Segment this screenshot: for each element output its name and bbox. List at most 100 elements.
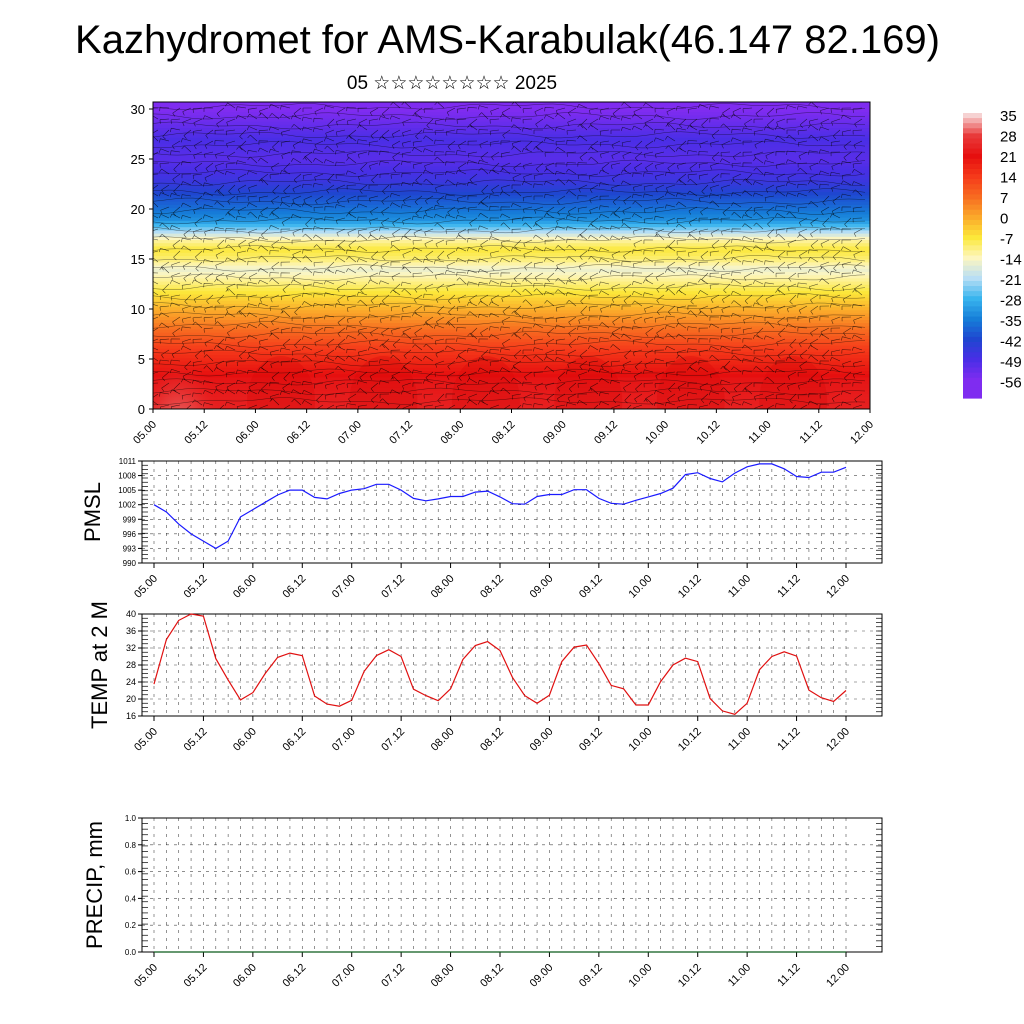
wind-barb bbox=[775, 162, 786, 169]
wind-barb bbox=[533, 183, 544, 188]
wind-barb bbox=[279, 202, 291, 208]
wind-barb bbox=[153, 316, 159, 320]
wind-barb bbox=[346, 403, 357, 408]
wind-barb bbox=[521, 181, 533, 186]
wind-barb bbox=[678, 173, 687, 183]
section-band bbox=[153, 149, 870, 154]
wind-barb bbox=[731, 300, 742, 307]
wind-barb bbox=[819, 333, 830, 340]
wind-barb bbox=[819, 382, 829, 387]
wind-barb bbox=[655, 184, 665, 193]
y-tick-label: 15 bbox=[131, 252, 145, 267]
wind-barb bbox=[653, 401, 665, 406]
colorbar-segment bbox=[963, 118, 982, 124]
wind-barb bbox=[676, 256, 687, 263]
colorbar-label: -35 bbox=[1000, 313, 1022, 330]
wind-barb bbox=[269, 278, 280, 285]
wind-barb bbox=[799, 250, 808, 260]
section-band bbox=[153, 175, 870, 180]
wind-barb bbox=[290, 158, 302, 164]
wind-barb bbox=[819, 404, 830, 409]
wind-barb bbox=[203, 283, 214, 288]
wind-barb bbox=[841, 161, 852, 166]
wind-barb bbox=[843, 140, 852, 150]
wind-barb bbox=[588, 360, 599, 367]
wind-barb bbox=[832, 129, 841, 140]
wind-barb bbox=[655, 371, 665, 380]
wind-barb bbox=[369, 371, 379, 380]
wind-barb bbox=[500, 348, 511, 353]
wind-barb bbox=[699, 228, 709, 236]
wind-barb bbox=[169, 225, 181, 230]
wind-barb bbox=[500, 113, 511, 120]
wind-barb bbox=[435, 239, 445, 248]
section-band bbox=[153, 280, 870, 285]
wind-barb bbox=[181, 245, 192, 252]
wind-barb bbox=[666, 118, 676, 128]
wind-barb bbox=[193, 206, 203, 214]
wind-barb bbox=[294, 338, 302, 349]
wind-barb bbox=[203, 238, 214, 243]
colorbar-segment bbox=[963, 286, 982, 292]
wind-barb bbox=[280, 105, 291, 110]
wind-barb bbox=[283, 162, 291, 173]
wind-barb bbox=[535, 162, 544, 173]
wind-barb bbox=[710, 305, 720, 314]
wind-barb bbox=[456, 355, 467, 362]
wind-barb bbox=[280, 347, 291, 352]
wind-barb bbox=[730, 192, 742, 197]
wind-barb bbox=[401, 366, 412, 373]
wind-barb bbox=[798, 305, 808, 314]
wind-barb bbox=[257, 215, 269, 220]
wind-barb bbox=[767, 217, 775, 228]
wind-barb bbox=[555, 349, 566, 355]
wind-barb bbox=[841, 305, 851, 310]
wind-barb bbox=[620, 236, 632, 241]
wind-barb bbox=[305, 217, 313, 228]
wind-barb bbox=[624, 349, 632, 360]
wind-barb bbox=[205, 129, 214, 139]
wind-barb bbox=[491, 382, 500, 392]
section-band bbox=[153, 357, 870, 362]
wind-barb bbox=[213, 169, 225, 175]
wind-barb bbox=[301, 301, 313, 307]
wind-barb bbox=[743, 283, 753, 291]
wind-barb bbox=[623, 195, 632, 205]
wind-barb bbox=[181, 326, 192, 331]
wind-barb bbox=[368, 150, 379, 156]
wind-barb bbox=[808, 118, 819, 126]
wind-barb bbox=[841, 382, 852, 388]
wind-barb bbox=[324, 105, 335, 110]
wind-barb bbox=[291, 256, 302, 263]
wind-barb bbox=[466, 301, 478, 307]
wind-barb bbox=[818, 158, 830, 164]
wind-barb bbox=[335, 150, 346, 155]
x-tick-label: 12.00 bbox=[824, 962, 852, 990]
wind-barb bbox=[665, 288, 676, 296]
wind-barb bbox=[313, 382, 324, 389]
wind-barb bbox=[238, 239, 247, 249]
wind-barb bbox=[676, 305, 687, 312]
wind-barb bbox=[192, 369, 203, 375]
wind-barb bbox=[369, 272, 379, 281]
y-tick-label: 0 bbox=[138, 402, 145, 417]
wind-barb bbox=[709, 118, 720, 123]
wind-barb bbox=[227, 206, 236, 216]
wind-barb bbox=[712, 261, 720, 272]
wind-barb bbox=[247, 281, 258, 286]
wind-barb bbox=[511, 366, 522, 373]
section-band bbox=[153, 286, 870, 292]
wind-barb bbox=[346, 256, 357, 263]
wind-barb bbox=[423, 305, 434, 311]
wind-barb bbox=[236, 215, 247, 220]
wind-barb bbox=[478, 282, 489, 287]
wind-barb bbox=[324, 239, 335, 246]
wind-barb bbox=[533, 338, 544, 345]
wind-barb bbox=[753, 157, 764, 164]
wind-barb bbox=[214, 129, 225, 135]
wind-barb bbox=[589, 272, 599, 281]
wind-barb bbox=[371, 250, 379, 261]
wind-barb bbox=[215, 217, 225, 225]
wind-barb bbox=[336, 140, 346, 148]
wind-barb bbox=[313, 371, 324, 378]
